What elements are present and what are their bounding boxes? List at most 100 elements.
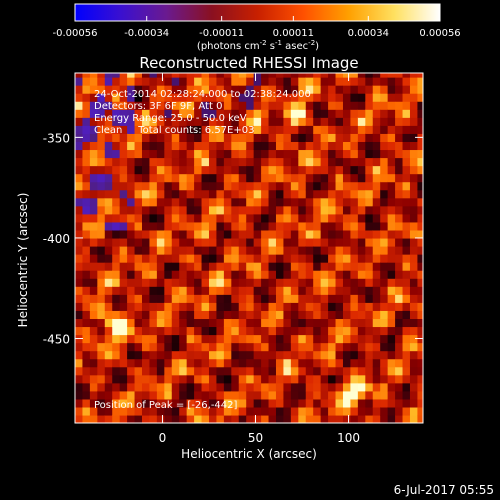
heatmap-cell	[395, 205, 404, 215]
heatmap-cell	[194, 245, 203, 255]
heatmap-cell	[298, 213, 307, 223]
heatmap-cell	[380, 189, 389, 199]
heatmap-cell	[82, 406, 91, 416]
heatmap-cell	[380, 302, 389, 311]
heatmap-cell	[208, 173, 218, 183]
heatmap-cell	[283, 294, 292, 303]
heatmap-cell	[164, 310, 173, 320]
heatmap-cell	[261, 390, 270, 400]
heatmap-cell	[402, 398, 411, 408]
heatmap-cell	[275, 85, 285, 94]
heatmap-cell	[97, 366, 106, 376]
heatmap-cell	[179, 117, 188, 126]
heatmap-cell	[89, 406, 98, 416]
heatmap-cell	[275, 237, 285, 247]
heatmap-cell	[186, 318, 195, 328]
heatmap-cell	[268, 245, 277, 255]
heatmap-cell	[320, 382, 329, 392]
heatmap-cell	[268, 414, 277, 423]
heatmap-cell	[134, 221, 143, 231]
heatmap-cell	[223, 270, 232, 279]
heatmap-cell	[112, 157, 121, 167]
heatmap-cell	[342, 262, 352, 271]
heatmap-cell	[253, 149, 262, 159]
heatmap-cell	[283, 85, 292, 94]
heatmap-cell	[320, 302, 329, 311]
heatmap-cell	[253, 318, 262, 328]
heatmap-cell	[253, 101, 262, 110]
heatmap-cell	[253, 189, 262, 199]
heatmap-cell	[253, 197, 262, 207]
heatmap-cell	[246, 181, 255, 191]
heatmap-cell	[216, 133, 225, 142]
heatmap-cell	[171, 197, 180, 207]
heatmap-cell	[290, 93, 299, 102]
heatmap-cell	[179, 229, 188, 239]
heatmap-cell	[186, 197, 195, 207]
heatmap-cell	[290, 374, 299, 384]
heatmap-cell	[75, 294, 84, 303]
heatmap-cell	[141, 237, 151, 247]
heatmap-cell	[156, 197, 165, 207]
heatmap-cell	[127, 205, 136, 215]
heatmap-cell	[112, 254, 121, 263]
colorbar	[74, 3, 441, 22]
heatmap-cell	[104, 414, 113, 423]
heatmap-cell	[208, 77, 218, 86]
heatmap-cell	[231, 165, 240, 175]
heatmap-cell	[320, 101, 329, 110]
heatmap-cell	[357, 133, 366, 142]
heatmap-cell	[82, 93, 91, 102]
heatmap-cell	[179, 109, 188, 118]
heatmap-cell	[75, 165, 84, 175]
heatmap-cell	[253, 390, 262, 400]
heatmap-cell	[335, 149, 344, 159]
heatmap-cell	[298, 318, 307, 328]
heatmap-cell	[134, 237, 143, 247]
heatmap-cell	[164, 165, 173, 175]
heatmap-cell	[357, 229, 366, 239]
heatmap-cell	[141, 390, 151, 400]
heatmap-cell	[104, 93, 113, 102]
heatmap-cell	[97, 334, 106, 344]
heatmap-cell	[246, 149, 255, 159]
heatmap-cell	[395, 109, 404, 118]
heatmap-cell	[216, 165, 225, 175]
heatmap-cell	[82, 398, 91, 408]
heatmap-cell	[97, 77, 106, 86]
heatmap-cell	[417, 237, 423, 247]
heatmap-cell	[402, 326, 411, 336]
heatmap-cell	[395, 310, 404, 320]
heatmap-cell	[298, 117, 307, 126]
heatmap-cell	[320, 197, 329, 207]
heatmap-cell	[350, 382, 359, 392]
heatmap-cell	[238, 326, 247, 336]
heatmap-cell	[208, 262, 218, 271]
heatmap-cell	[342, 390, 352, 400]
heatmap	[75, 73, 423, 423]
heatmap-cell	[149, 254, 158, 263]
heatmap-cell	[112, 197, 121, 207]
heatmap-cell	[350, 73, 359, 78]
heatmap-cell	[112, 366, 121, 376]
heatmap-cell	[127, 278, 136, 287]
heatmap-cell	[261, 318, 270, 328]
heatmap-cell	[342, 254, 352, 263]
heatmap-cell	[201, 173, 210, 183]
heatmap-cell	[201, 189, 210, 199]
heatmap-cell	[201, 149, 210, 159]
heatmap-cell	[223, 310, 232, 320]
heatmap-cell	[97, 221, 106, 231]
heatmap-cell	[402, 318, 411, 328]
heatmap-cell	[89, 302, 98, 311]
heatmap-cell	[335, 197, 344, 207]
heatmap-cell	[409, 85, 419, 94]
heatmap-cell	[328, 390, 337, 400]
annotation-counts: Clean Total counts: 6.57E+03	[94, 125, 254, 136]
heatmap-cell	[246, 358, 255, 368]
heatmap-cell	[380, 157, 389, 167]
heatmap-cell	[365, 342, 374, 352]
heatmap-cell	[89, 117, 98, 126]
heatmap-cell	[387, 189, 396, 199]
heatmap-cell	[350, 181, 359, 191]
